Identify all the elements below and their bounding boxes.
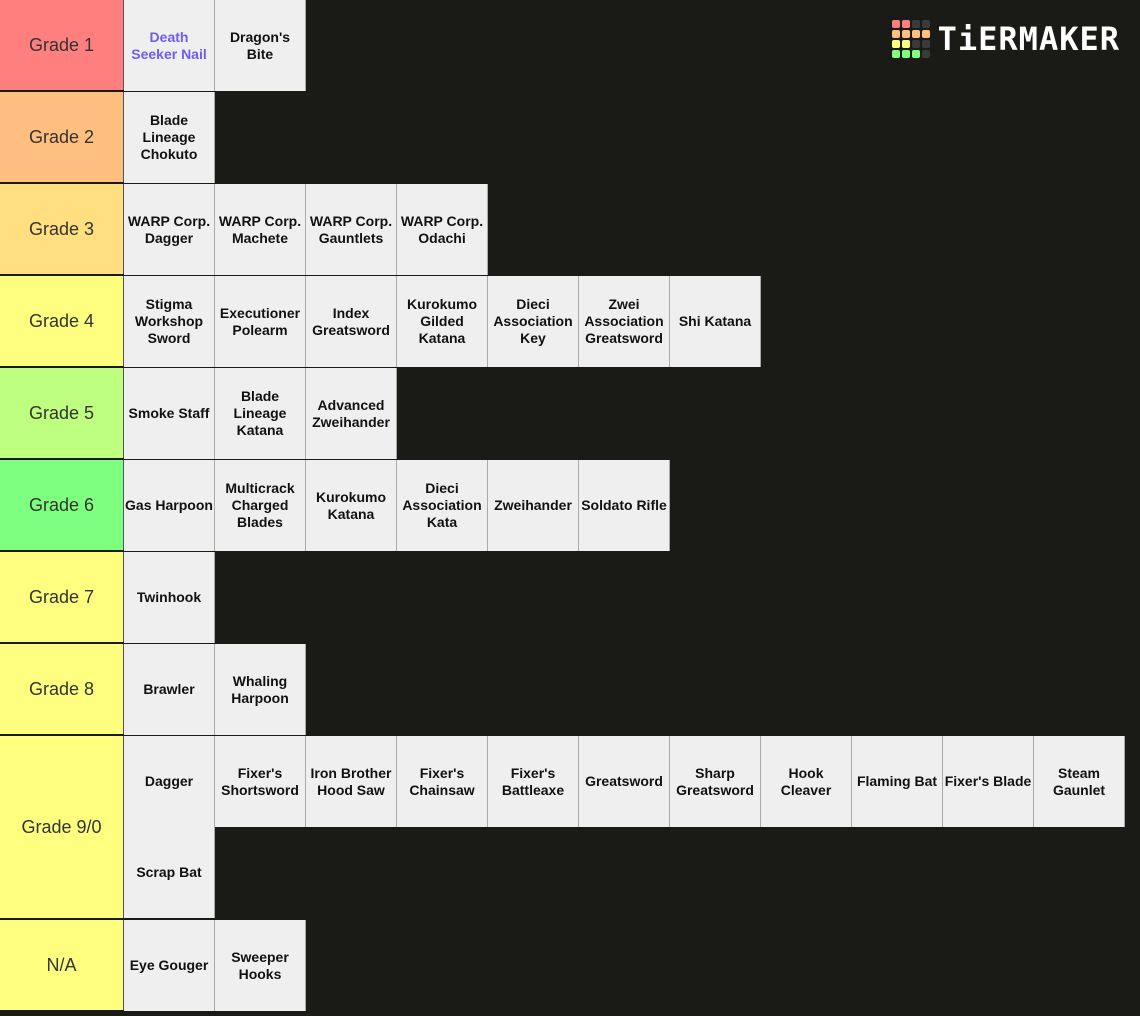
tier-item[interactable]: Smoke Staff [124, 368, 215, 459]
tier-item[interactable]: Blade Lineage Chokuto [124, 92, 215, 183]
tier-items: Stigma Workshop Sword Executioner Polearm… [124, 276, 1140, 367]
tier-item[interactable]: Stigma Workshop Sword [124, 276, 215, 367]
tier-item[interactable]: Hook Cleaver [761, 736, 852, 827]
tier-items: Blade Lineage Chokuto [124, 92, 1140, 183]
tier-row: Grade 6 Gas Harpoon Multicrack Charged Bla… [0, 460, 1140, 552]
logo-grid-cell [911, 30, 920, 38]
tier-item[interactable]: Zweihander [488, 460, 579, 551]
tier-item[interactable]: Fixer's Blade [943, 736, 1034, 827]
tier-item[interactable]: Executioner Polearm [215, 276, 306, 367]
tier-items: Dagger Fixer's Shortsword Iron Brother Hoo… [124, 736, 1140, 918]
logo-grid-cell [911, 20, 920, 28]
tier-item[interactable]: Scrap Bat [124, 827, 215, 918]
tier-row: Grade 8 Brawler Whaling Harpoon [0, 644, 1140, 736]
tier-label[interactable]: Grade 4 [0, 276, 124, 366]
tier-item[interactable]: Sharp Greatsword [670, 736, 761, 827]
logo-grid-cell [901, 50, 910, 58]
tier-item[interactable]: Zwei Association Greatsword [579, 276, 670, 367]
tier-item[interactable]: WARP Corp. Dagger [124, 184, 215, 275]
tier-item[interactable]: Blade Lineage Katana [215, 368, 306, 459]
tier-item[interactable]: Kurokumo Gilded Katana [397, 276, 488, 367]
tiermaker-logo: TiERMAKER [891, 20, 1120, 58]
tier-item[interactable]: Whaling Harpoon [215, 644, 306, 735]
logo-grid-cell [891, 30, 900, 38]
logo-grid-cell [891, 20, 900, 28]
tier-row: N/A Eye Gouger Sweeper Hooks [0, 920, 1140, 1012]
tiermaker-grid-icon [891, 20, 930, 58]
tier-item[interactable]: Multicrack Charged Blades [215, 460, 306, 551]
tier-row: Grade 1 Death Seeker Nail Dragon's Bite [0, 0, 1140, 92]
tier-item[interactable]: Eye Gouger [124, 920, 215, 1011]
tier-items: Smoke Staff Blade Lineage Katana Advanced … [124, 368, 1140, 459]
tier-row: Grade 9/0 Dagger Fixer's Shortsword Iron Br… [0, 736, 1140, 920]
tier-label[interactable]: Grade 7 [0, 552, 124, 642]
logo-grid-cell [891, 50, 900, 58]
tier-item[interactable]: WARP Corp. Gauntlets [306, 184, 397, 275]
tier-row: Grade 7 Twinhook [0, 552, 1140, 644]
tier-item[interactable]: Greatsword [579, 736, 670, 827]
tier-item[interactable]: Fixer's Shortsword [215, 736, 306, 827]
tier-item[interactable]: Flaming Bat [852, 736, 943, 827]
tier-item[interactable]: WARP Corp. Machete [215, 184, 306, 275]
tier-label[interactable]: Grade 1 [0, 0, 124, 90]
tier-item[interactable]: Shi Katana [670, 276, 761, 367]
tier-row: Grade 3 WARP Corp. Dagger WARP Corp. Mache… [0, 184, 1140, 276]
tier-label[interactable]: Grade 5 [0, 368, 124, 458]
tier-item[interactable]: Iron Brother Hood Saw [306, 736, 397, 827]
tier-item[interactable]: Steam Gaunlet [1034, 736, 1125, 827]
tier-item[interactable]: Advanced Zweihander [306, 368, 397, 459]
logo-grid-cell [911, 50, 920, 58]
tier-item[interactable]: Dagger [124, 736, 215, 827]
logo-grid-cell [921, 30, 930, 38]
tier-items: Gas Harpoon Multicrack Charged Blades Kuro… [124, 460, 1140, 551]
tier-item[interactable]: Dieci Association Key [488, 276, 579, 367]
logo-grid-cell [921, 50, 930, 58]
tier-items: Twinhook [124, 552, 1140, 643]
logo-grid-cell [921, 20, 930, 28]
tier-row: Grade 4 Stigma Workshop Sword Executioner … [0, 276, 1140, 368]
tier-row: Grade 5 Smoke Staff Blade Lineage Katana Ad… [0, 368, 1140, 460]
logo-grid-cell [901, 20, 910, 28]
logo-grid-cell [901, 40, 910, 48]
tier-item[interactable]: Dragon's Bite [215, 0, 306, 91]
tier-items: Brawler Whaling Harpoon [124, 644, 1140, 735]
tier-label[interactable]: Grade 6 [0, 460, 124, 550]
tier-items: Death Seeker Nail Dragon's Bite [124, 0, 1140, 91]
logo-grid-cell [901, 30, 910, 38]
tier-label[interactable]: N/A [0, 920, 124, 1010]
tier-item[interactable]: Twinhook [124, 552, 215, 643]
tier-items: WARP Corp. Dagger WARP Corp. Machete WARP … [124, 184, 1140, 275]
tier-item[interactable]: Fixer's Battleaxe [488, 736, 579, 827]
tier-item[interactable]: Sweeper Hooks [215, 920, 306, 1011]
tier-item[interactable]: Gas Harpoon [124, 460, 215, 551]
logo-grid-cell [921, 40, 930, 48]
tier-item[interactable]: Kurokumo Katana [306, 460, 397, 551]
tier-item[interactable]: WARP Corp. Odachi [397, 184, 488, 275]
tier-label[interactable]: Grade 8 [0, 644, 124, 734]
tier-item[interactable]: Dieci Association Kata [397, 460, 488, 551]
tier-item[interactable]: Soldato Rifle [579, 460, 670, 551]
tier-label[interactable]: Grade 3 [0, 184, 124, 274]
logo-grid-cell [891, 40, 900, 48]
tier-item[interactable]: Fixer's Chainsaw [397, 736, 488, 827]
tier-item[interactable]: Death Seeker Nail [124, 0, 215, 91]
tier-label[interactable]: Grade 9/0 [0, 736, 124, 918]
logo-grid-cell [911, 40, 920, 48]
logo-text: TiERMAKER [937, 20, 1120, 58]
tier-item[interactable]: Brawler [124, 644, 215, 735]
tier-row: Grade 2 Blade Lineage Chokuto [0, 92, 1140, 184]
tier-items: Eye Gouger Sweeper Hooks [124, 920, 1140, 1011]
tier-item[interactable]: Index Greatsword [306, 276, 397, 367]
tier-label[interactable]: Grade 2 [0, 92, 124, 182]
